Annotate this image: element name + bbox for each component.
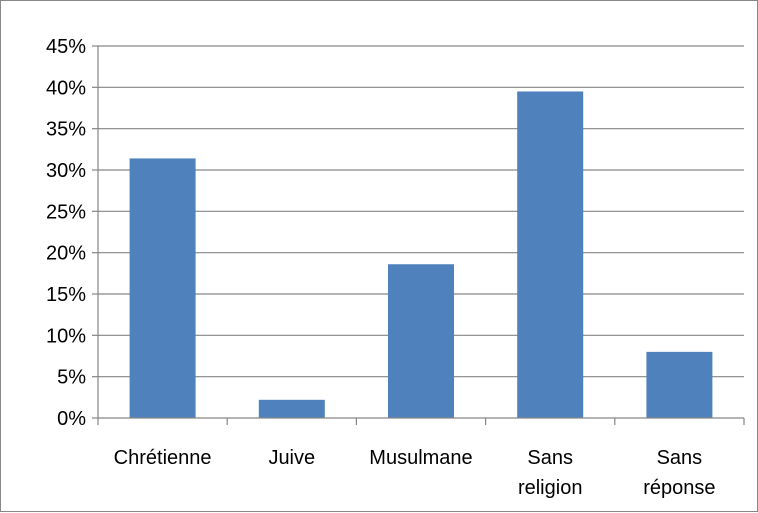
x-category-label: Sans [527,447,573,469]
bar [388,264,454,418]
y-tick-label: 10% [46,325,86,347]
y-tick-label: 40% [46,77,86,99]
y-tick-label: 0% [57,408,86,430]
x-category-label: Chrétienne [114,447,212,469]
axes [92,45,745,425]
x-category-label: Musulmane [369,447,472,469]
y-tick-label: 5% [57,367,86,389]
x-category-label: réponse [643,477,715,499]
bar [258,399,325,418]
y-tick-label: 20% [46,243,86,265]
x-category-label: religion [518,477,582,499]
x-category-label: Sans [657,447,703,469]
bar [517,91,584,418]
y-tick-label: 30% [46,160,86,182]
bar [129,158,196,418]
labels: 0% 5% 10% 15% 20% 25% 30% 35% 40% 45% Chrétienne Ju… [46,36,716,499]
gridlines [98,45,744,378]
y-tick-label: 45% [46,36,86,58]
y-tick-label: 25% [46,201,86,223]
bar [646,351,713,418]
y-tick-label: 15% [46,284,86,306]
bars [129,91,713,418]
x-category-label: Juive [268,447,315,469]
y-tick-label: 35% [46,119,86,141]
